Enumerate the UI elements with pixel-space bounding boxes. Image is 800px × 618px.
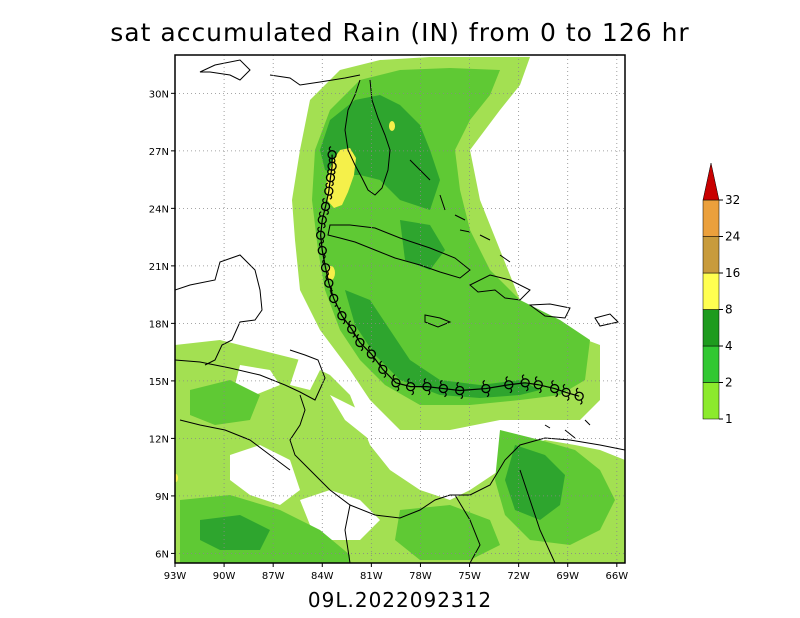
- tropical-cyclone-icon: [504, 376, 514, 394]
- tropical-cyclone-icon: [574, 387, 584, 405]
- lat-tick-label: 24N: [149, 204, 169, 215]
- tropical-cyclone-icon: [549, 379, 560, 398]
- tropical-cyclone-icon: [324, 182, 334, 200]
- lat-tick-label: 21N: [149, 262, 169, 273]
- tropical-cyclone-icon: [347, 320, 357, 338]
- lat-tick-label: 6N: [155, 549, 169, 560]
- map-grid: [175, 55, 625, 563]
- lon-tick-label: 78W: [409, 571, 432, 582]
- tropical-cyclone-icon: [320, 197, 331, 216]
- storm-track-line: [320, 154, 580, 397]
- tropical-cyclone-icon: [320, 259, 331, 277]
- tropical-cyclone-icon: [438, 379, 449, 398]
- rain-field-dark: [200, 95, 565, 550]
- lon-tick-label: 93W: [164, 571, 187, 582]
- colorbar-label: 2: [725, 376, 733, 390]
- colorbar-label: 8: [725, 303, 733, 317]
- tropical-cyclone-icon: [520, 374, 530, 392]
- tropical-cyclone-icon: [366, 345, 377, 363]
- tropical-cyclone-icon: [327, 146, 337, 164]
- tropical-cyclone-icon: [315, 226, 326, 244]
- tropical-cyclone-icon: [337, 307, 347, 325]
- lon-tick-label: 66W: [606, 571, 629, 582]
- latitude-axis: 30N 27N 24N 21N 18N 15N 12N 9N 6N: [149, 89, 175, 560]
- lon-tick-label: 69W: [556, 571, 579, 582]
- colorbar-swatch: [702, 236, 720, 274]
- lon-tick-label: 81W: [360, 571, 383, 582]
- coastlines: [175, 59, 625, 563]
- storm-track: [315, 146, 584, 405]
- map-plot-area: [175, 55, 625, 563]
- tropical-cyclone-icon: [481, 379, 491, 398]
- tropical-cyclone-icon: [405, 378, 416, 396]
- lon-tick-label: 72W: [507, 571, 530, 582]
- colorbar-swatch: [702, 382, 720, 420]
- colorbar-swatch: [702, 272, 720, 310]
- colorbar-swatch: [702, 345, 720, 383]
- longitude-axis: 93W 90W 87W 84W 81W 78W 75W 72W 69W 66W: [164, 563, 629, 582]
- lat-tick-label: 12N: [149, 434, 169, 445]
- tropical-cyclone-icon: [317, 211, 327, 229]
- map-frame: [174, 54, 626, 564]
- lat-tick-label: 30N: [149, 89, 169, 100]
- lon-tick-label: 87W: [262, 571, 285, 582]
- colorbar-label: 16: [725, 266, 740, 280]
- tropical-cyclone-icon: [378, 360, 388, 378]
- colorbar-label: 1: [725, 412, 733, 426]
- colorbar-label: 4: [725, 339, 733, 353]
- rain-field-gaps: [230, 355, 540, 540]
- lon-tick-label: 84W: [311, 571, 334, 582]
- tropical-cyclone-icon: [561, 383, 571, 401]
- colorbar-label: 24: [725, 230, 740, 244]
- tropical-cyclone-icon: [317, 241, 327, 260]
- tropical-cyclone-icon: [533, 376, 543, 394]
- lon-tick-label: 75W: [458, 571, 481, 582]
- colorbar-label: 32: [725, 193, 740, 207]
- storm-id-label: 09L.2022092312: [307, 588, 493, 612]
- colorbar-swatch: [702, 309, 720, 347]
- tropical-cyclone-icon: [455, 381, 465, 400]
- tropical-cyclone-icon: [329, 289, 339, 308]
- map-title: sat accumulated Rain (IN) from 0 to 126 …: [110, 18, 690, 47]
- tropical-cyclone-icon: [391, 374, 401, 392]
- colorbar-swatch: [702, 199, 720, 237]
- tropical-cyclone-icon: [355, 333, 365, 352]
- lat-tick-label: 18N: [149, 319, 169, 330]
- colorbar-cap: [702, 162, 720, 201]
- tropical-cyclone-icon: [325, 169, 336, 187]
- lon-tick-label: 90W: [213, 571, 236, 582]
- lat-tick-label: 27N: [149, 147, 169, 158]
- lat-tick-label: 9N: [155, 492, 169, 503]
- tropical-cyclone-icon: [422, 378, 432, 396]
- lat-tick-label: 15N: [149, 377, 169, 388]
